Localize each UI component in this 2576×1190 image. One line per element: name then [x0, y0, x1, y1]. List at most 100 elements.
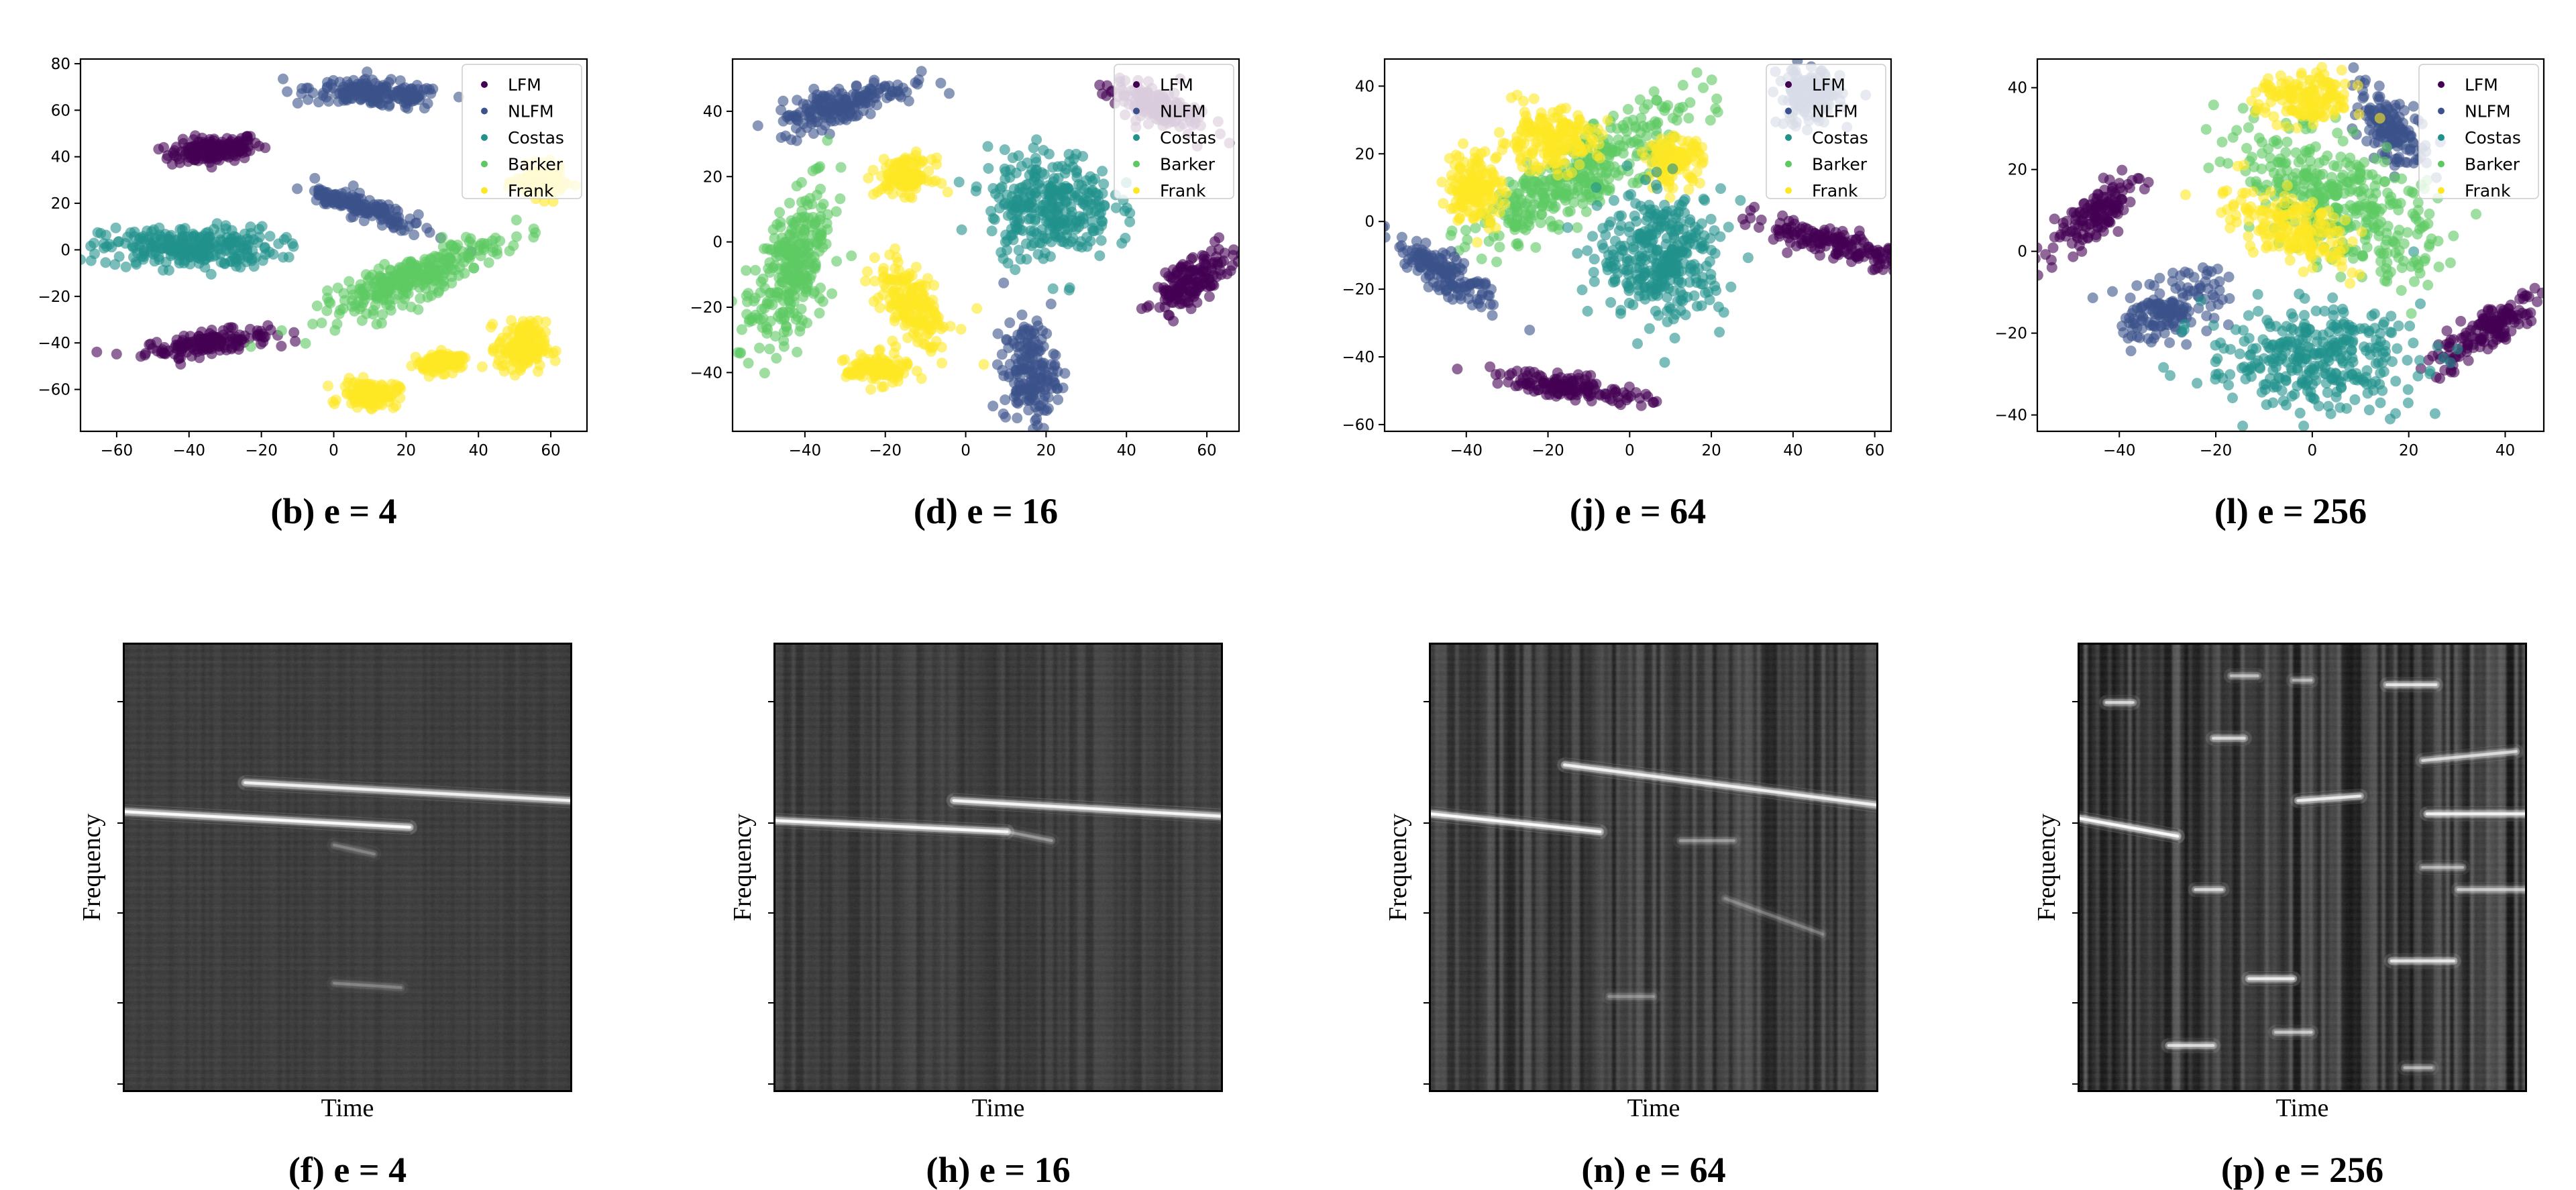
point-nlfm: [1051, 350, 1061, 361]
point-costas: [1652, 183, 1662, 194]
point-costas: [1609, 274, 1620, 284]
point-barker: [759, 368, 770, 378]
point-frank: [447, 368, 458, 378]
point-barker: [759, 303, 770, 314]
point-costas: [1577, 284, 1588, 295]
point-frank: [497, 333, 508, 343]
point-costas: [988, 213, 999, 223]
point-costas: [1601, 258, 1612, 268]
point-costas: [971, 186, 981, 197]
point-costas: [1706, 214, 1717, 225]
point-costas: [1013, 150, 1024, 161]
point-costas: [1587, 231, 1598, 241]
point-costas: [1673, 207, 1684, 217]
point-costas: [1624, 298, 1635, 309]
x-tick-label: 20: [1036, 442, 1056, 459]
point-barker: [743, 358, 754, 368]
point-costas: [1058, 191, 1069, 202]
point-nlfm: [1458, 258, 1469, 269]
point-costas: [1064, 285, 1075, 296]
point-barker: [792, 347, 802, 358]
point-nlfm: [1012, 329, 1023, 340]
point-nlfm: [309, 173, 320, 184]
point-frank: [912, 366, 922, 376]
point-barker: [1678, 80, 1688, 91]
point-frank: [1483, 215, 1493, 226]
point-nlfm: [362, 91, 373, 102]
point-barker: [794, 257, 805, 268]
point-frank: [1690, 136, 1701, 146]
point-lfm: [1236, 249, 1246, 260]
point-barker: [464, 236, 475, 247]
point-costas: [1048, 283, 1059, 294]
point-frank: [1455, 164, 1466, 174]
point-barker: [437, 232, 447, 243]
point-nlfm: [1424, 270, 1435, 281]
point-costas: [1097, 166, 1108, 176]
point-barker: [422, 258, 433, 268]
legend-label: NLFM: [508, 102, 554, 121]
point-frank: [917, 315, 928, 326]
point-costas: [166, 241, 177, 252]
point-costas: [1699, 195, 1710, 206]
point-costas: [1562, 222, 1573, 233]
point-barker: [484, 258, 494, 268]
point-barker: [460, 268, 470, 279]
point-frank: [1494, 127, 1505, 138]
point-nlfm: [384, 101, 394, 111]
point-nlfm: [402, 103, 413, 114]
y-tick-label: 20: [703, 168, 722, 186]
point-frank: [1672, 153, 1683, 164]
point-frank: [904, 268, 915, 279]
point-costas: [1623, 191, 1633, 201]
point-costas: [101, 230, 111, 241]
point-lfm: [1212, 257, 1223, 268]
point-barker: [1623, 104, 1633, 115]
point-lfm: [190, 154, 201, 165]
point-lfm: [177, 343, 188, 354]
point-frank: [1472, 237, 1483, 248]
point-lfm: [91, 347, 102, 358]
point-barker: [1583, 169, 1594, 180]
point-frank: [1595, 153, 1605, 164]
point-frank: [452, 351, 463, 362]
point-barker: [312, 301, 323, 311]
point-barker: [482, 239, 493, 250]
point-barker: [334, 309, 345, 319]
point-barker: [511, 231, 522, 242]
point-barker: [796, 177, 807, 188]
point-frank: [541, 317, 551, 327]
point-frank: [891, 296, 902, 307]
point-barker: [822, 135, 833, 146]
point-barker: [1578, 199, 1589, 209]
x-tick-label: 60: [541, 442, 560, 459]
point-frank: [1474, 186, 1485, 197]
point-costas: [1589, 276, 1600, 287]
point-nlfm: [935, 78, 946, 89]
point-costas: [1087, 223, 1098, 233]
y-tick-label: 80: [51, 56, 70, 73]
point-costas: [1120, 205, 1130, 216]
point-costas: [1610, 260, 1621, 270]
legend-label: NLFM: [1160, 102, 1206, 121]
point-frank: [1593, 124, 1603, 135]
point-barker: [782, 326, 793, 337]
y-tick-label: 40: [51, 149, 70, 166]
point-barker: [1649, 87, 1660, 97]
x-tick-label: 0: [329, 442, 339, 459]
point-barker: [1613, 134, 1623, 145]
point-barker: [464, 246, 475, 256]
point-costas: [1608, 250, 1619, 260]
point-barker: [377, 309, 388, 320]
point-nlfm: [378, 213, 388, 224]
point-barker: [1711, 93, 1722, 104]
point-barker: [770, 247, 781, 258]
point-frank: [1637, 147, 1648, 158]
point-nlfm: [808, 84, 819, 95]
point-nlfm: [1487, 310, 1498, 321]
y-tick-label: 40: [703, 103, 722, 121]
point-nlfm: [416, 90, 427, 101]
point-costas: [1016, 161, 1027, 172]
point-nlfm: [1377, 222, 1388, 233]
